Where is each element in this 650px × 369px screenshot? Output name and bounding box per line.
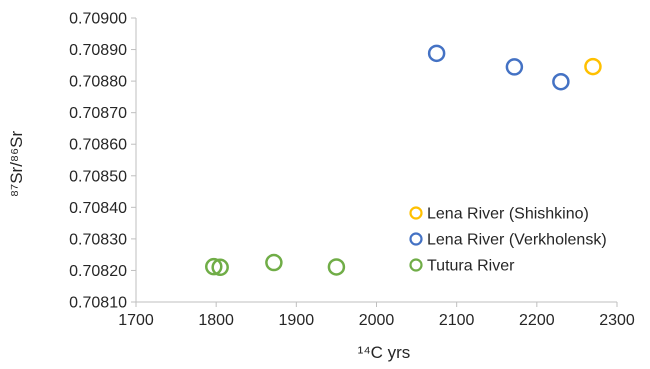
y-axis-label: ⁸⁷Sr/⁸⁶Sr (7, 131, 26, 198)
y-tick-labels: 0.70810 0.70820 0.70830 0.70840 0.70850 0.708… (69, 11, 136, 312)
data-point (265, 253, 283, 272)
x-tick-label: 2100 (439, 312, 475, 329)
x-tick-label: 2300 (599, 312, 635, 329)
legend-label: Lena River (Shishkino) (427, 206, 589, 223)
y-tick-label: 0.70810 (69, 295, 127, 312)
y-tick-label: 0.70880 (69, 74, 127, 91)
legend-marker (409, 258, 423, 272)
y-tick-label: 0.70820 (69, 263, 127, 280)
y-tick-label: 0.70840 (69, 200, 127, 217)
legend-label: Lena River (Verkholensk) (427, 232, 607, 249)
x-tick-label: 1800 (198, 312, 234, 329)
data-point (552, 72, 570, 91)
y-tick-label: 0.70870 (69, 105, 127, 122)
x-tick-label: 1700 (118, 312, 154, 329)
axes (135, 18, 617, 303)
x-tick-labels: 1700 1800 1900 2000 2100 2200 2300 (118, 302, 635, 329)
x-axis-label: ¹⁴C yrs (358, 343, 411, 362)
y-tick-label: 0.70900 (69, 11, 127, 28)
y-tick-label: 0.70860 (69, 137, 127, 154)
data-point (205, 257, 223, 276)
y-tick-label: 0.70830 (69, 231, 127, 248)
x-tick-label: 1900 (279, 312, 315, 329)
data-point (584, 57, 602, 76)
y-tick-label: 0.70850 (69, 168, 127, 185)
data-points (205, 44, 602, 277)
legend-marker (409, 232, 423, 246)
legend-marker (409, 206, 423, 220)
data-point (211, 258, 229, 277)
legend: Lena River (Shishkino) Lena River (Verkho… (409, 206, 607, 275)
x-tick-label: 2000 (359, 312, 395, 329)
x-tick-label: 2200 (519, 312, 555, 329)
data-point (427, 44, 446, 63)
legend-label: Tutura River (427, 258, 515, 275)
data-point (327, 258, 346, 276)
data-point (505, 58, 524, 76)
y-tick-label: 0.70890 (69, 42, 127, 59)
